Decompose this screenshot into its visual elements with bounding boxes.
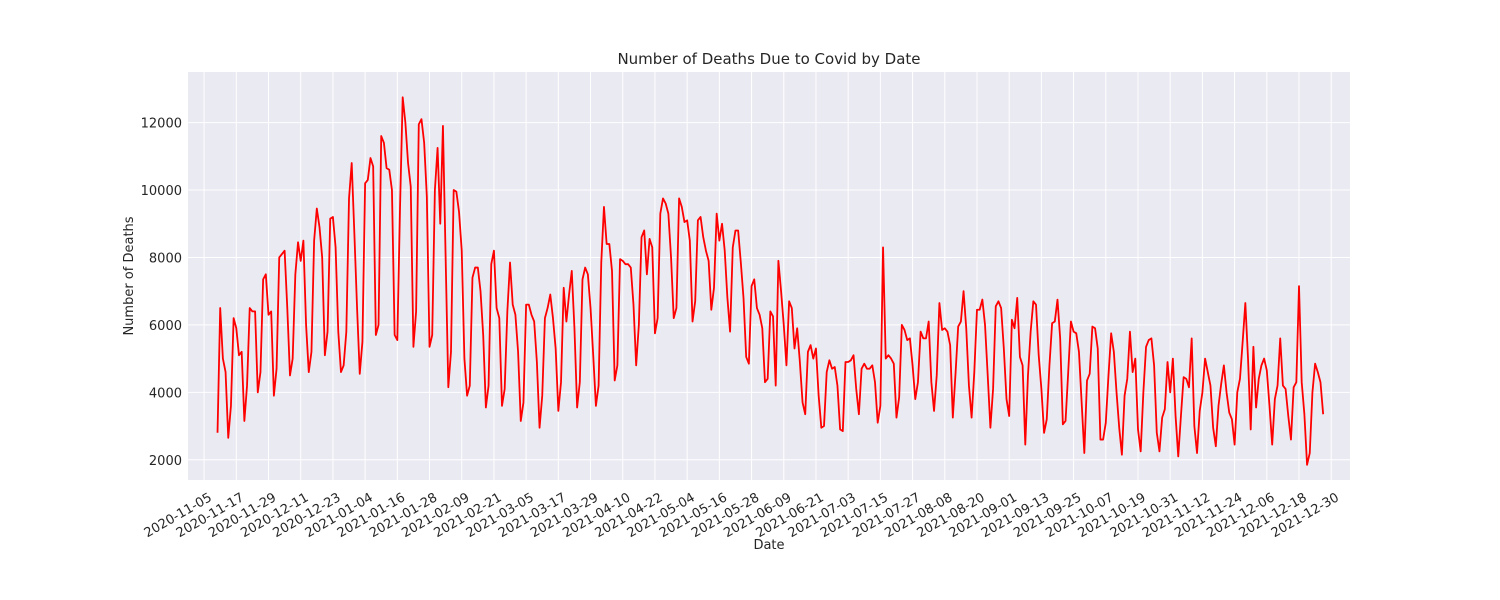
horizontal-gridlines — [188, 122, 1350, 461]
y-tick-label: 2000 — [149, 454, 182, 469]
chart-title: Number of Deaths Due to Covid by Date — [617, 50, 920, 68]
y-tick-label: 10000 — [141, 184, 182, 199]
series-line-deaths — [216, 96, 1325, 466]
y-axis-label: Number of Deaths — [122, 216, 137, 335]
y-tick-label: 6000 — [149, 319, 182, 334]
y-tick-label: 8000 — [149, 251, 182, 266]
y-tick-label: 4000 — [149, 386, 182, 401]
vertical-gridlines — [203, 72, 1332, 480]
x-tick-labels: 2020-11-052020-11-172020-11-292020-12-11… — [142, 490, 1342, 541]
y-tick-label: 12000 — [141, 117, 182, 132]
x-axis-label: Date — [753, 538, 784, 553]
y-tick-labels: 2000 4000 6000 8000 10000 12000 — [141, 117, 182, 469]
